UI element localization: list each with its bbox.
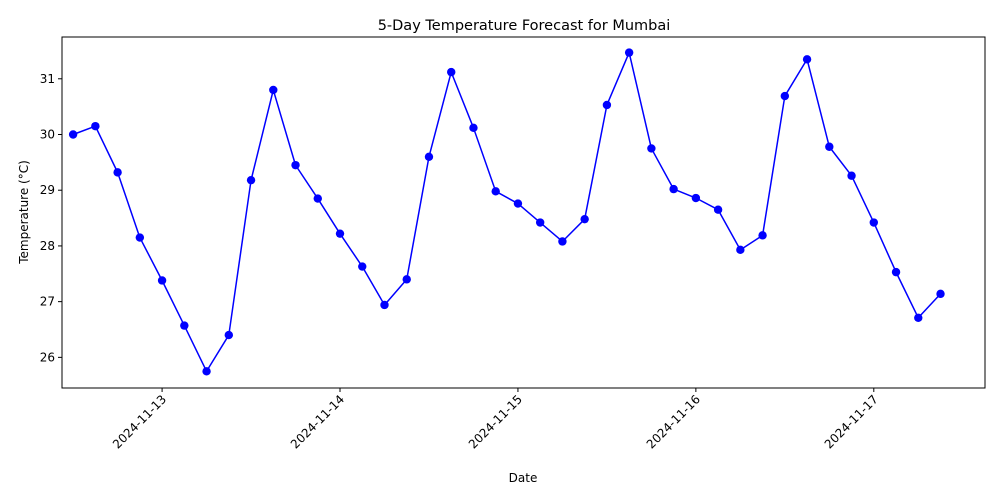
data-point [691, 193, 701, 203]
data-point [914, 313, 923, 322]
data-point [535, 218, 545, 227]
data-point [624, 48, 634, 57]
data-point [891, 267, 901, 277]
data-point [469, 123, 478, 133]
data-point [936, 289, 945, 299]
data-point [758, 231, 767, 240]
data-point [580, 214, 589, 224]
data-point [736, 245, 745, 255]
x-tick-label: 2024-11-14 [288, 392, 347, 451]
data-point [558, 237, 567, 246]
data-point [68, 130, 78, 139]
data-point [180, 321, 189, 330]
data-point [91, 121, 100, 131]
data-point [313, 194, 322, 203]
data-point [825, 142, 834, 151]
data-point [602, 100, 612, 110]
x-tick-label: 2024-11-16 [644, 392, 703, 451]
y-tick-label: 30 [40, 128, 55, 142]
data-point [157, 276, 167, 285]
data-point [202, 367, 211, 376]
data-point [269, 85, 278, 95]
chart-title: 5-Day Temperature Forecast for Mumbai [378, 18, 671, 34]
data-point [513, 199, 523, 208]
data-point [713, 205, 723, 214]
y-tick-label: 31 [40, 72, 55, 86]
data-point [135, 233, 145, 242]
data-point [847, 171, 856, 180]
data-point [491, 187, 500, 196]
data-point [113, 168, 122, 177]
data-point [291, 160, 300, 170]
data-point [447, 67, 456, 77]
x-axis-label: Date [509, 471, 538, 485]
plot-frame [61, 36, 986, 389]
data-point [402, 275, 411, 284]
data-point [246, 175, 256, 185]
x-axis: 2024-11-13 2024-11-14 2024-11-15 2024-11-16… [110, 388, 881, 451]
y-tick-label: 27 [40, 295, 55, 309]
plot-area [68, 48, 945, 376]
x-tick-label: 2024-11-17 [822, 392, 881, 451]
y-axis-label: Temperature (°C) [17, 160, 31, 265]
data-point [335, 229, 345, 238]
y-axis: 26 27 28 29 30 31 [40, 72, 62, 364]
x-tick-label: 2024-11-15 [466, 392, 525, 451]
series-line [72, 51, 942, 373]
y-tick-label: 29 [40, 183, 55, 197]
data-point [647, 144, 656, 153]
data-point [358, 262, 367, 271]
y-tick-label: 28 [40, 239, 55, 253]
data-point [802, 55, 812, 64]
x-tick-label: 2024-11-13 [110, 392, 169, 451]
data-point [424, 152, 434, 161]
data-point [669, 184, 678, 194]
data-point [869, 218, 878, 227]
y-tick-label: 26 [40, 350, 55, 364]
data-point [224, 330, 234, 340]
data-point [780, 91, 790, 101]
data-point [380, 300, 389, 310]
